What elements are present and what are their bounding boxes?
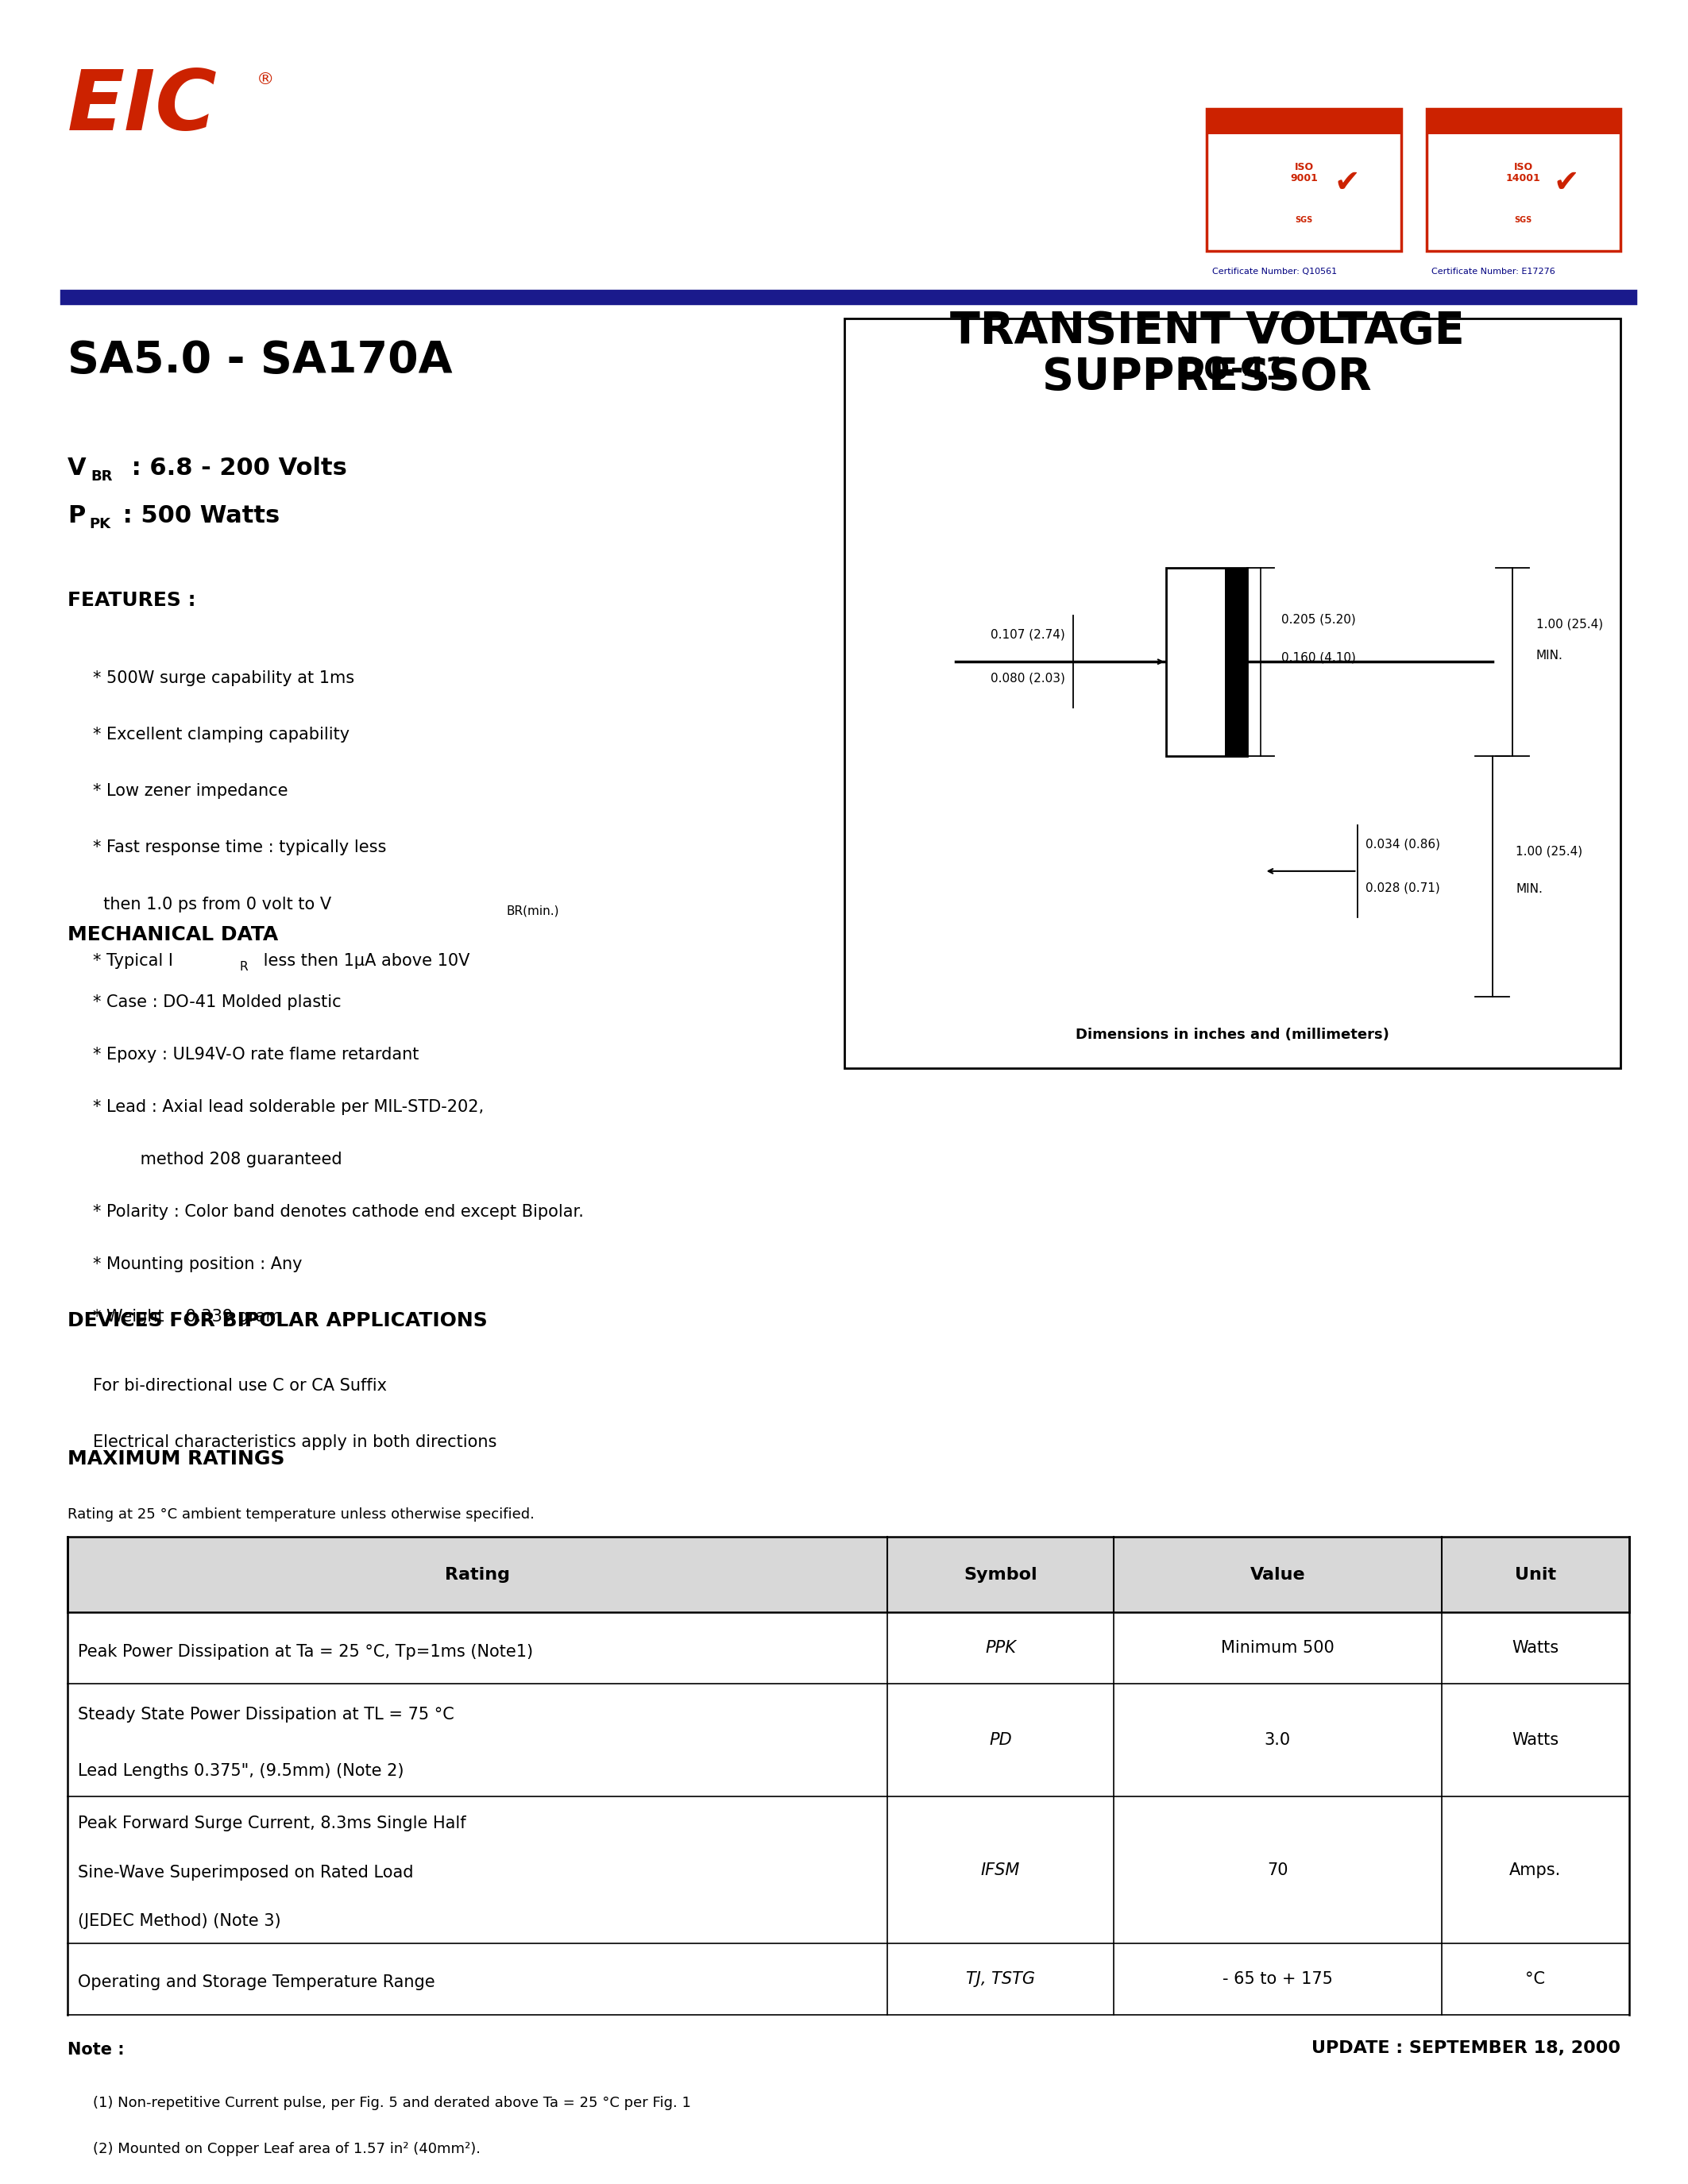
Text: - 65 to + 175: - 65 to + 175 bbox=[1222, 1970, 1334, 1987]
Text: : 6.8 - 200 Volts: : 6.8 - 200 Volts bbox=[123, 456, 348, 480]
Text: * Low zener impedance: * Low zener impedance bbox=[93, 784, 289, 799]
Text: 1.00 (25.4): 1.00 (25.4) bbox=[1516, 845, 1583, 856]
Text: ✔: ✔ bbox=[1553, 168, 1578, 199]
Text: R: R bbox=[240, 961, 248, 974]
Text: UPDATE : SEPTEMBER 18, 2000: UPDATE : SEPTEMBER 18, 2000 bbox=[1312, 2040, 1620, 2057]
Text: SGS: SGS bbox=[1514, 216, 1533, 225]
Text: Rating: Rating bbox=[446, 1566, 510, 1583]
Text: MECHANICAL DATA: MECHANICAL DATA bbox=[68, 926, 279, 946]
Text: (2) Mounted on Copper Leaf area of 1.57 in² (40mm²).: (2) Mounted on Copper Leaf area of 1.57 … bbox=[93, 2143, 481, 2156]
Text: * Lead : Axial lead solderable per MIL-STD-202,: * Lead : Axial lead solderable per MIL-S… bbox=[93, 1099, 484, 1116]
Text: ISO
14001: ISO 14001 bbox=[1506, 162, 1541, 183]
Text: DO-41: DO-41 bbox=[1178, 356, 1286, 387]
Text: PK: PK bbox=[89, 518, 111, 531]
Bar bbox=[1207, 109, 1401, 251]
Text: * Polarity : Color band denotes cathode end except Bipolar.: * Polarity : Color band denotes cathode … bbox=[93, 1203, 584, 1221]
Text: Minimum 500: Minimum 500 bbox=[1220, 1640, 1334, 1655]
Text: : 500 Watts: : 500 Watts bbox=[115, 505, 280, 529]
Text: Symbol: Symbol bbox=[964, 1566, 1036, 1583]
Text: 1.00 (25.4): 1.00 (25.4) bbox=[1536, 618, 1604, 629]
Text: Watts: Watts bbox=[1512, 1640, 1558, 1655]
Text: * Weight :  0.339 gram: * Weight : 0.339 gram bbox=[93, 1308, 282, 1326]
Text: * 500W surge capability at 1ms: * 500W surge capability at 1ms bbox=[93, 670, 354, 686]
Bar bbox=[1225, 568, 1247, 756]
Text: Sine-Wave Superimposed on Rated Load: Sine-Wave Superimposed on Rated Load bbox=[78, 1865, 414, 1880]
Text: 0.160 (4.10): 0.160 (4.10) bbox=[1281, 651, 1355, 664]
Text: P: P bbox=[68, 505, 84, 529]
Text: Rating at 25 °C ambient temperature unless otherwise specified.: Rating at 25 °C ambient temperature unle… bbox=[68, 1507, 535, 1522]
Text: For bi-directional use C or CA Suffix: For bi-directional use C or CA Suffix bbox=[93, 1378, 387, 1393]
Bar bbox=[844, 319, 1620, 1068]
Bar bbox=[1166, 568, 1247, 756]
Text: Lead Lengths 0.375", (9.5mm) (Note 2): Lead Lengths 0.375", (9.5mm) (Note 2) bbox=[78, 1762, 403, 1780]
Text: Value: Value bbox=[1249, 1566, 1305, 1583]
Text: ✔: ✔ bbox=[1334, 168, 1359, 199]
Text: V: V bbox=[68, 456, 86, 480]
Text: method 208 guaranteed: method 208 guaranteed bbox=[93, 1151, 343, 1168]
Text: Unit: Unit bbox=[1514, 1566, 1556, 1583]
Text: MIN.: MIN. bbox=[1516, 882, 1543, 895]
Text: * Epoxy : UL94V-O rate flame retardant: * Epoxy : UL94V-O rate flame retardant bbox=[93, 1046, 419, 1064]
Text: 70: 70 bbox=[1268, 1863, 1288, 1878]
Text: TJ, TSTG: TJ, TSTG bbox=[966, 1970, 1035, 1987]
Text: 0.107 (2.74): 0.107 (2.74) bbox=[991, 629, 1065, 640]
Text: * Mounting position : Any: * Mounting position : Any bbox=[93, 1256, 302, 1273]
Bar bbox=[1426, 109, 1620, 251]
Text: ISO
9001: ISO 9001 bbox=[1290, 162, 1318, 183]
Text: less then 1μA above 10V: less then 1μA above 10V bbox=[258, 952, 469, 970]
Text: then 1.0 ps from 0 volt to V: then 1.0 ps from 0 volt to V bbox=[93, 895, 331, 913]
Text: Amps.: Amps. bbox=[1509, 1863, 1561, 1878]
Text: (1) Non-repetitive Current pulse, per Fig. 5 and derated above Ta = 25 °C per Fi: (1) Non-repetitive Current pulse, per Fi… bbox=[93, 2097, 690, 2110]
Text: BR(min.): BR(min.) bbox=[506, 904, 559, 917]
Text: Dimensions in inches and (millimeters): Dimensions in inches and (millimeters) bbox=[1075, 1026, 1389, 1042]
Text: PPK: PPK bbox=[986, 1640, 1016, 1655]
Text: ®: ® bbox=[257, 72, 275, 87]
Text: MIN.: MIN. bbox=[1536, 649, 1563, 662]
Text: Operating and Storage Temperature Range: Operating and Storage Temperature Range bbox=[78, 1974, 436, 1990]
Text: Certificate Number: Q10561: Certificate Number: Q10561 bbox=[1212, 269, 1337, 275]
Text: FEATURES :: FEATURES : bbox=[68, 590, 196, 609]
Text: IFSM: IFSM bbox=[981, 1863, 1020, 1878]
Text: Certificate Number: E17276: Certificate Number: E17276 bbox=[1431, 269, 1555, 275]
Text: BR: BR bbox=[91, 470, 113, 483]
Text: * Excellent clamping capability: * Excellent clamping capability bbox=[93, 727, 349, 743]
Text: Watts: Watts bbox=[1512, 1732, 1558, 1747]
Text: 0.205 (5.20): 0.205 (5.20) bbox=[1281, 614, 1355, 627]
Text: * Fast response time : typically less: * Fast response time : typically less bbox=[93, 839, 387, 856]
Text: SGS: SGS bbox=[1295, 216, 1313, 225]
Text: 3.0: 3.0 bbox=[1264, 1732, 1291, 1747]
Text: 0.034 (0.86): 0.034 (0.86) bbox=[1366, 839, 1440, 850]
Text: EIC: EIC bbox=[68, 68, 218, 149]
Text: Steady State Power Dissipation at TL = 75 °C: Steady State Power Dissipation at TL = 7… bbox=[78, 1706, 454, 1723]
Text: 0.080 (2.03): 0.080 (2.03) bbox=[991, 673, 1065, 684]
Bar bbox=[1426, 109, 1620, 133]
Text: MAXIMUM RATINGS: MAXIMUM RATINGS bbox=[68, 1448, 285, 1468]
Text: Peak Power Dissipation at Ta = 25 °C, Tp=1ms (Note1): Peak Power Dissipation at Ta = 25 °C, Tp… bbox=[78, 1645, 533, 1660]
Text: TRANSIENT VOLTAGE
SUPPRESSOR: TRANSIENT VOLTAGE SUPPRESSOR bbox=[950, 310, 1463, 400]
Text: SA5.0 - SA170A: SA5.0 - SA170A bbox=[68, 339, 452, 382]
Text: PD: PD bbox=[989, 1732, 1011, 1747]
Text: * Typical I: * Typical I bbox=[93, 952, 172, 970]
Bar bbox=[68, 1538, 1629, 1612]
Text: Peak Forward Surge Current, 8.3ms Single Half: Peak Forward Surge Current, 8.3ms Single… bbox=[78, 1815, 466, 1832]
Text: Note :: Note : bbox=[68, 2042, 125, 2057]
Bar bbox=[1207, 109, 1401, 133]
Text: 0.028 (0.71): 0.028 (0.71) bbox=[1366, 882, 1440, 893]
Text: DEVICES FOR BIPOLAR APPLICATIONS: DEVICES FOR BIPOLAR APPLICATIONS bbox=[68, 1310, 488, 1330]
Text: °C: °C bbox=[1526, 1970, 1545, 1987]
Text: (JEDEC Method) (Note 3): (JEDEC Method) (Note 3) bbox=[78, 1913, 280, 1928]
Text: * Case : DO-41 Molded plastic: * Case : DO-41 Molded plastic bbox=[93, 994, 341, 1011]
Text: Electrical characteristics apply in both directions: Electrical characteristics apply in both… bbox=[93, 1435, 496, 1450]
